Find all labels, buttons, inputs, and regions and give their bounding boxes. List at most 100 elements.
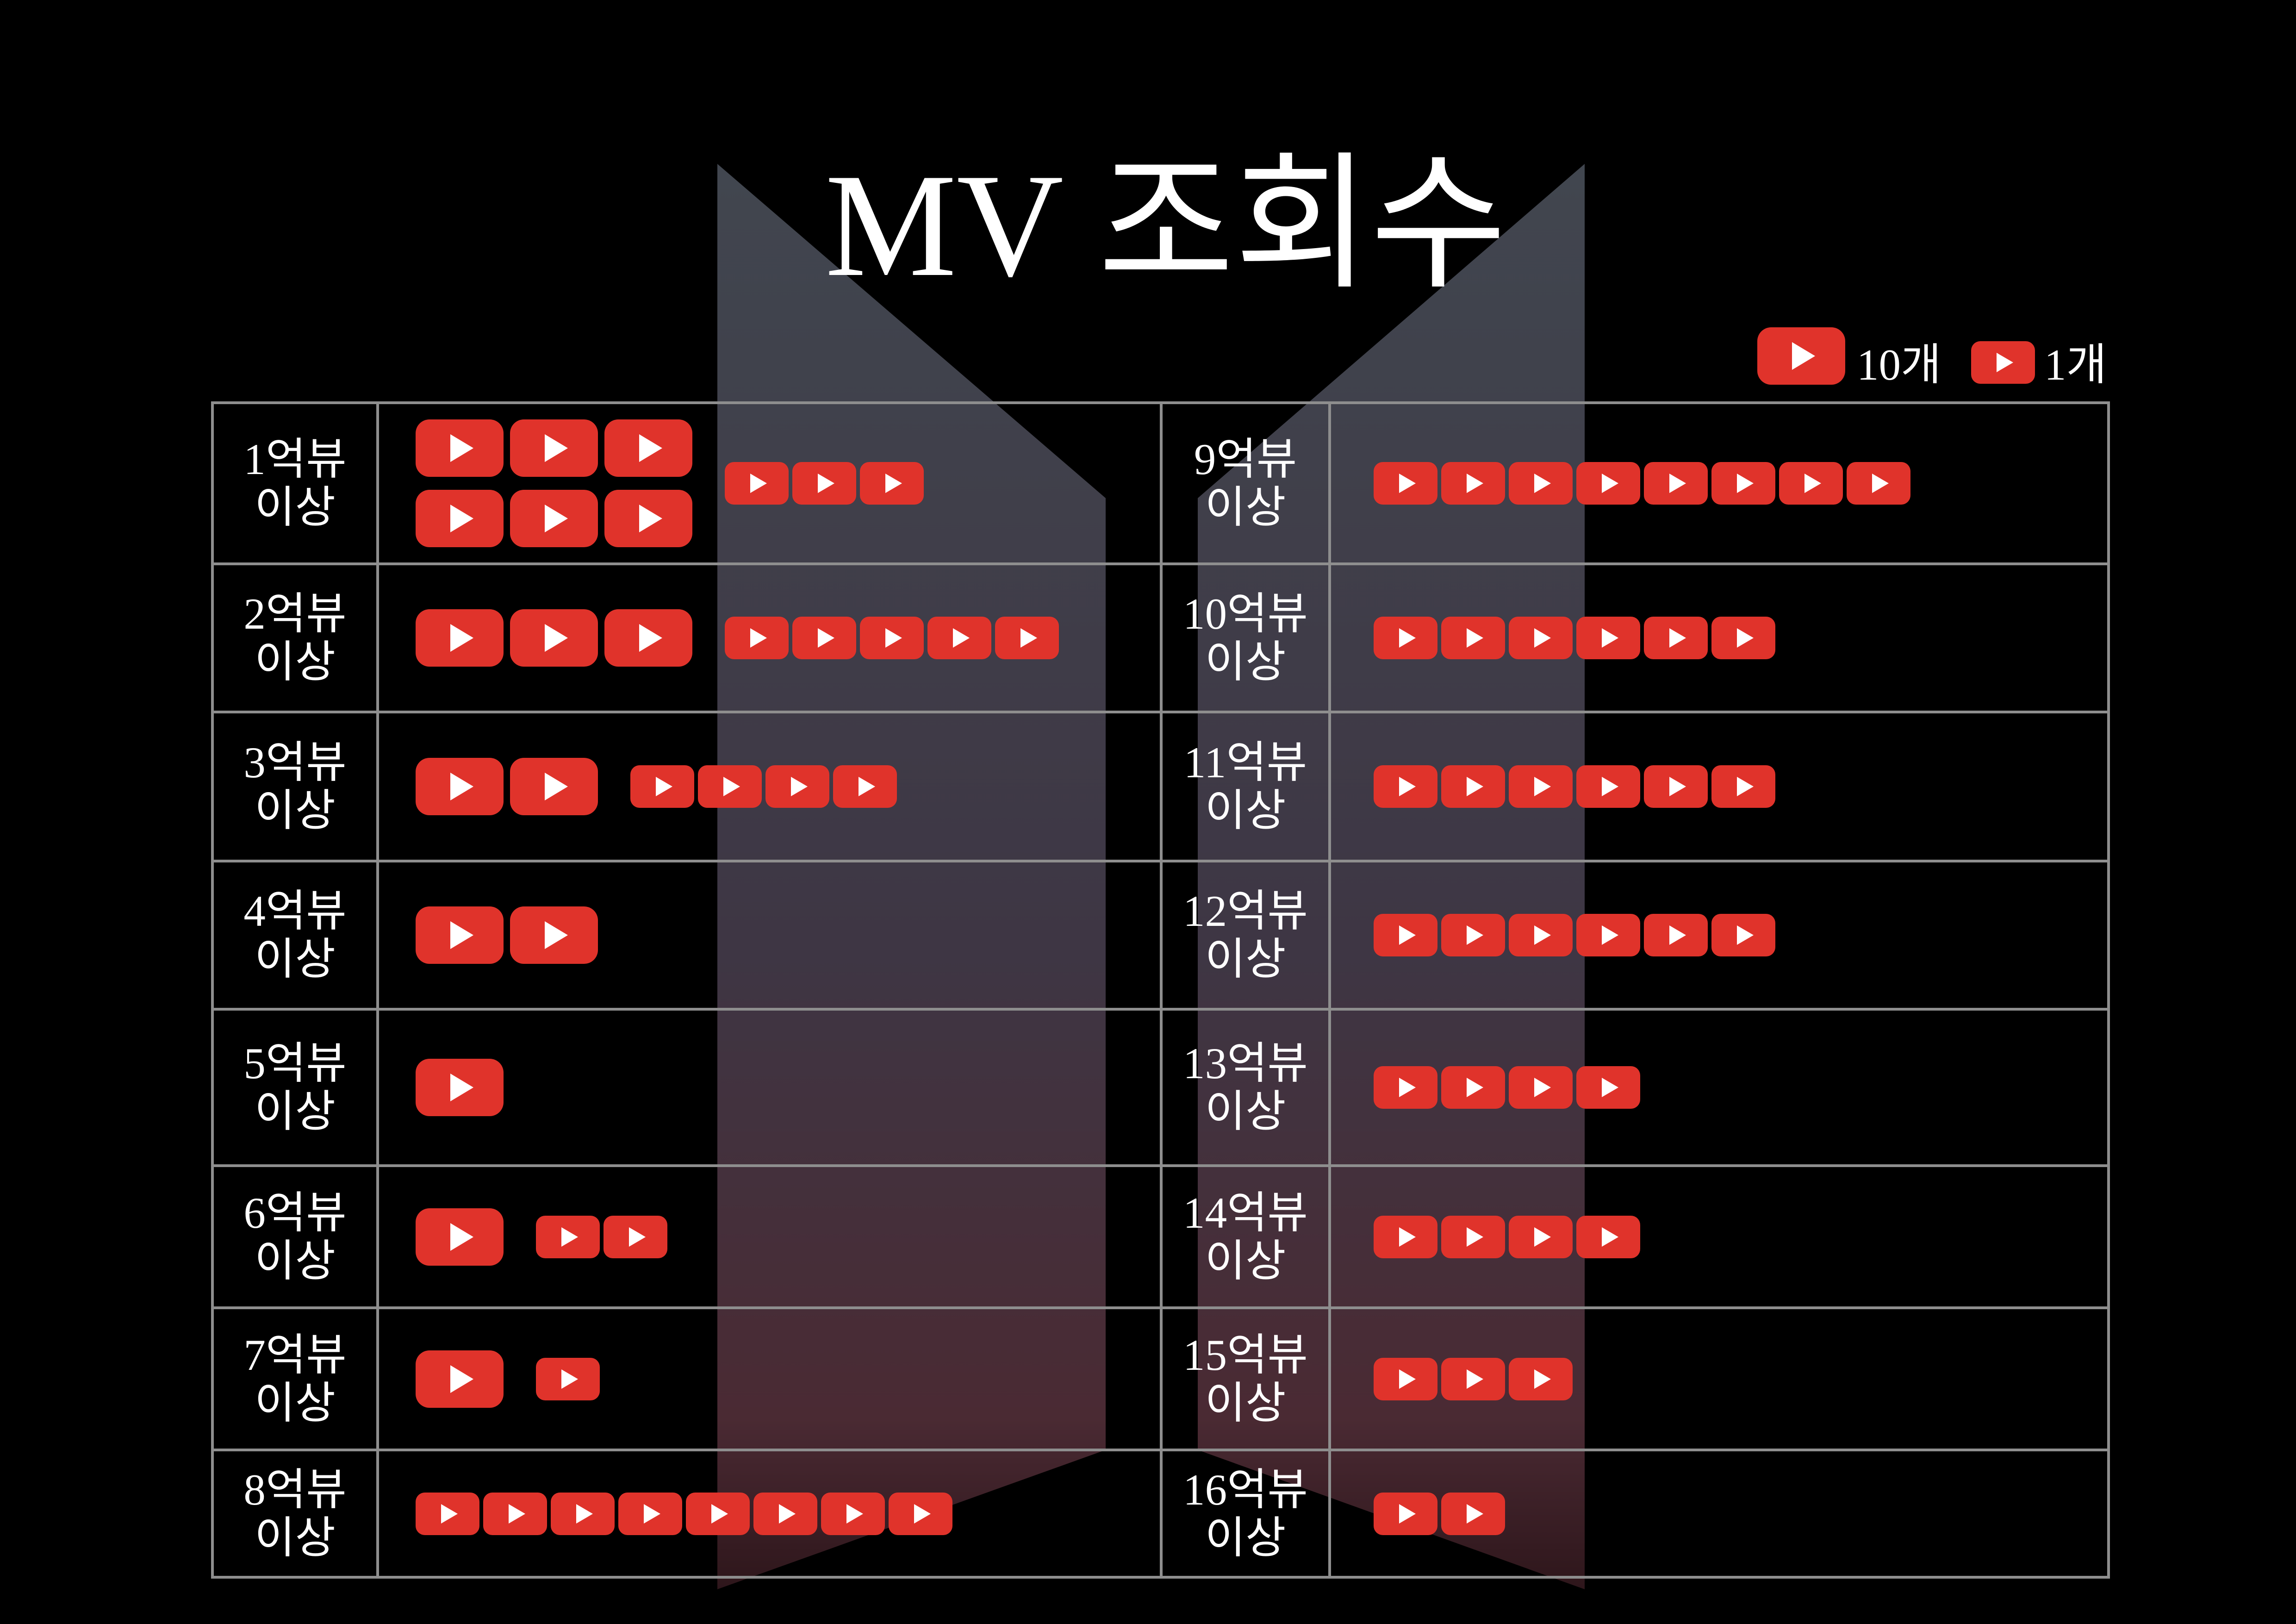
- youtube-play-icon-large: [510, 490, 598, 547]
- youtube-play-icon-large: [416, 1208, 504, 1266]
- youtube-play-icon-small: [765, 765, 829, 808]
- legend-label-large: 10개: [1857, 340, 1941, 389]
- youtube-play-icon-small: [1374, 765, 1437, 808]
- youtube-play-icon-large: [416, 490, 504, 547]
- youtube-play-icon-small: [1441, 765, 1505, 808]
- youtube-play-icon-small: [821, 1492, 885, 1535]
- youtube-play-icon-small: [1576, 765, 1640, 808]
- youtube-play-icon-small: [1374, 1357, 1437, 1400]
- youtube-play-icon-small: [833, 765, 897, 808]
- youtube-play-icon-small: [889, 1492, 952, 1535]
- youtube-play-icon-small: [1779, 462, 1843, 505]
- youtube-play-icon-small: [1374, 1215, 1437, 1258]
- youtube-play-icon-small: [1711, 462, 1775, 505]
- youtube-play-icon-small: [1374, 914, 1437, 956]
- youtube-play-icon-small: [604, 1215, 667, 1258]
- row-label: 1억뷰 이상: [243, 435, 347, 532]
- youtube-play-icon-large: [416, 1059, 504, 1116]
- youtube-play-icon-large: [604, 419, 692, 477]
- youtube-play-icon-small: [1576, 1215, 1640, 1258]
- grid-line-vertical: [376, 401, 379, 1579]
- row-label: 6억뷰 이상: [243, 1188, 347, 1286]
- youtube-play-icon-small: [1509, 1215, 1573, 1258]
- legend-youtube-play-icon-large: [1757, 327, 1845, 385]
- legend-youtube-play-icon-small: [1971, 341, 2035, 384]
- youtube-play-icon-small: [1509, 1357, 1573, 1400]
- row-label: 9억뷰 이상: [1194, 435, 1297, 532]
- youtube-play-icon-small: [1576, 617, 1640, 659]
- youtube-play-icon-small: [686, 1492, 750, 1535]
- youtube-play-icon-small: [1441, 462, 1505, 505]
- youtube-play-icon-small: [1441, 914, 1505, 956]
- youtube-play-icon-small: [1374, 1492, 1437, 1535]
- youtube-play-icon-small: [1441, 1215, 1505, 1258]
- youtube-play-icon-small: [1576, 914, 1640, 956]
- youtube-play-icon-small: [698, 765, 762, 808]
- youtube-play-icon-large: [416, 758, 504, 815]
- row-label: 11억뷰 이상: [1183, 738, 1307, 835]
- row-label: 3억뷰 이상: [243, 738, 347, 835]
- legend-label-small: 1개: [2044, 340, 2107, 389]
- youtube-play-icon-small: [1711, 617, 1775, 659]
- youtube-play-icon-small: [1644, 462, 1708, 505]
- row-label: 2억뷰 이상: [243, 589, 347, 687]
- youtube-play-icon-large: [416, 419, 504, 477]
- youtube-play-icon-small: [1509, 914, 1573, 956]
- row-label: 16억뷰 이상: [1183, 1465, 1308, 1562]
- row-label: 5억뷰 이상: [243, 1039, 347, 1136]
- youtube-play-icon-small: [1441, 1492, 1505, 1535]
- youtube-play-icon-large: [510, 419, 598, 477]
- youtube-play-icon-small: [536, 1357, 600, 1400]
- row-label: 8억뷰 이상: [243, 1465, 347, 1562]
- grid-line-vertical: [211, 401, 214, 1579]
- youtube-play-icon-small: [927, 617, 991, 659]
- youtube-play-icon-small: [753, 1492, 817, 1535]
- row-label: 12억뷰 이상: [1183, 887, 1308, 984]
- grid-line-vertical: [1160, 401, 1163, 1579]
- youtube-play-icon-large: [604, 609, 692, 667]
- youtube-play-icon-small: [792, 462, 856, 505]
- youtube-play-icon-small: [1711, 765, 1775, 808]
- youtube-play-icon-small: [725, 617, 789, 659]
- chart-title: MV 조회수: [825, 144, 1507, 307]
- row-label: 14억뷰 이상: [1183, 1188, 1308, 1286]
- youtube-play-icon-small: [725, 462, 789, 505]
- youtube-play-icon-small: [1847, 462, 1910, 505]
- youtube-play-icon-small: [1374, 617, 1437, 659]
- youtube-play-icon-small: [1441, 1066, 1505, 1109]
- youtube-play-icon-small: [1711, 914, 1775, 956]
- row-label: 13억뷰 이상: [1183, 1039, 1308, 1136]
- youtube-play-icon-small: [1509, 765, 1573, 808]
- row-label: 4억뷰 이상: [243, 887, 347, 984]
- grid-line-vertical: [2107, 401, 2110, 1579]
- youtube-play-icon-small: [1509, 617, 1573, 659]
- youtube-play-icon-large: [510, 906, 598, 964]
- youtube-play-icon-small: [551, 1492, 615, 1535]
- youtube-play-icon-large: [416, 1350, 504, 1408]
- row-label: 7억뷰 이상: [243, 1330, 347, 1428]
- youtube-play-icon-large: [510, 609, 598, 667]
- youtube-play-icon-small: [416, 1492, 479, 1535]
- youtube-play-icon-small: [1644, 765, 1708, 808]
- youtube-play-icon-small: [995, 617, 1059, 659]
- youtube-play-icon-small: [630, 765, 694, 808]
- youtube-play-icon-large: [510, 758, 598, 815]
- youtube-play-icon-large: [604, 490, 692, 547]
- youtube-play-icon-small: [1441, 617, 1505, 659]
- youtube-play-icon-small: [483, 1492, 547, 1535]
- youtube-play-icon-small: [1509, 1066, 1573, 1109]
- youtube-play-icon-small: [1644, 617, 1708, 659]
- youtube-play-icon-small: [860, 462, 924, 505]
- youtube-play-icon-small: [792, 617, 856, 659]
- youtube-play-icon-small: [1576, 1066, 1640, 1109]
- youtube-play-icon-small: [1509, 462, 1573, 505]
- bts-logo-left-panel: [717, 164, 1106, 1589]
- row-label: 10억뷰 이상: [1183, 589, 1308, 687]
- youtube-play-icon-small: [1576, 462, 1640, 505]
- youtube-play-icon-small: [1644, 914, 1708, 956]
- youtube-play-icon-small: [860, 617, 924, 659]
- youtube-play-icon-small: [618, 1492, 682, 1535]
- youtube-play-icon-large: [416, 906, 504, 964]
- youtube-play-icon-large: [416, 609, 504, 667]
